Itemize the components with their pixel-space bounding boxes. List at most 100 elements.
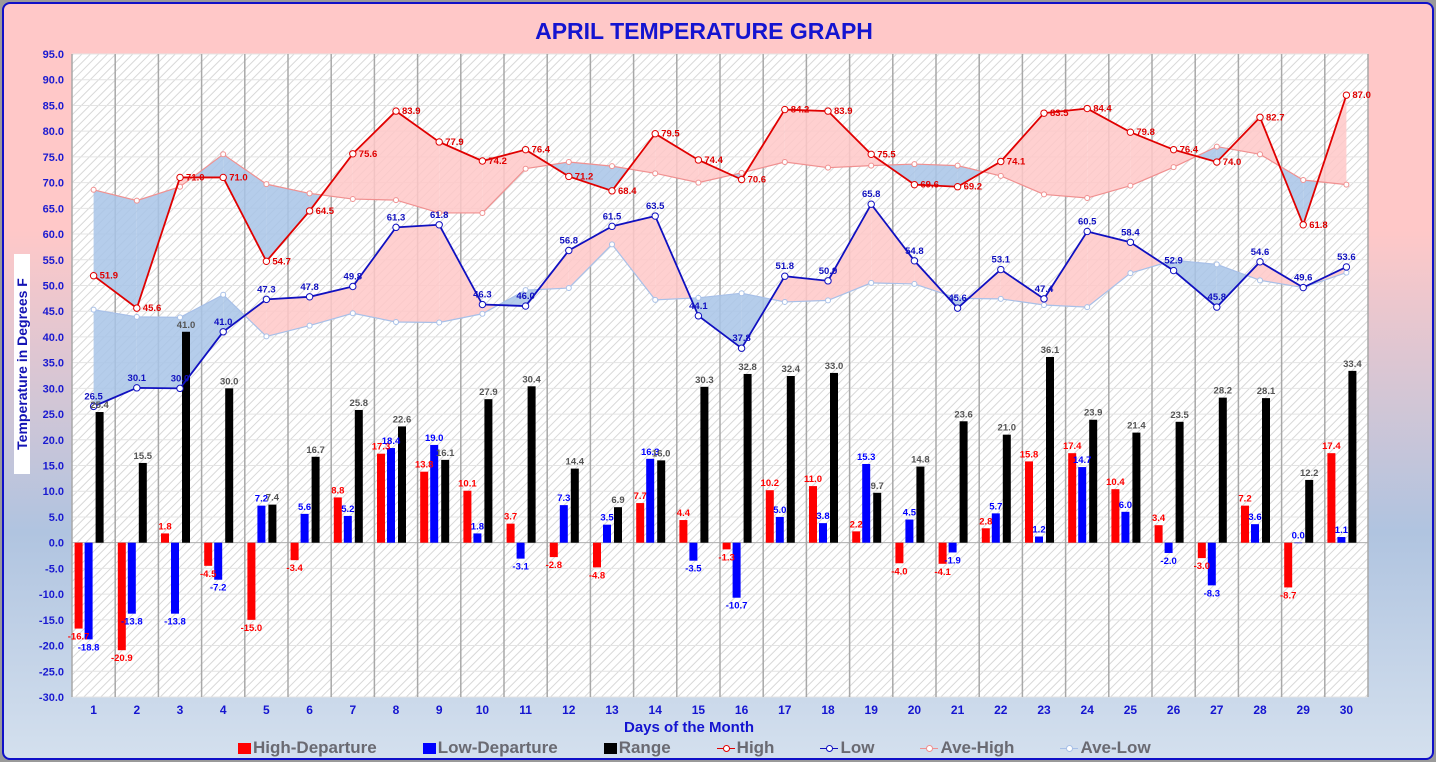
high-departure-data-label: -4.5 <box>200 569 217 580</box>
ave-high-point <box>1213 143 1220 150</box>
legend-label: High <box>736 738 775 757</box>
low-vs-average-fill <box>180 294 224 389</box>
high-point <box>608 187 616 195</box>
high-vs-average-fill <box>1044 108 1088 199</box>
x-tick-label: 20 <box>908 703 922 717</box>
ave-high-point <box>90 186 97 193</box>
y-tick-label: 20.0 <box>43 435 64 447</box>
high-point <box>1126 128 1135 136</box>
low-departure-bar <box>1294 542 1303 544</box>
low-departure-data-label: 5.6 <box>298 502 311 513</box>
range-bar <box>830 372 838 543</box>
low-departure-bar <box>1251 524 1259 543</box>
low-vs-average-fill <box>1000 269 1044 306</box>
legend-swatch <box>716 743 735 754</box>
low-data-label: 37.8 <box>732 333 751 344</box>
high-point <box>349 150 357 158</box>
high-data-label: 74.0 <box>1223 157 1242 168</box>
range-bar <box>441 459 450 543</box>
low-departure-data-label: 15.3 <box>857 452 876 463</box>
legend-swatch <box>603 742 617 754</box>
low-departure-data-label: 1.2 <box>1032 525 1045 536</box>
low-data-label: 45.8 <box>1208 292 1227 303</box>
x-tick-label: 1 <box>90 703 97 717</box>
ave-low-point <box>349 310 356 317</box>
x-axis-label: Days of the Month <box>624 719 754 736</box>
high-point <box>1040 109 1048 117</box>
ave-low-point <box>263 333 270 340</box>
x-tick-label: 23 <box>1037 703 1051 717</box>
high-departure-bar <box>1068 453 1077 543</box>
high-data-label: 71.0 <box>186 172 205 183</box>
high-departure-bar <box>1241 505 1249 543</box>
x-tick-label: 11 <box>519 703 532 717</box>
high-point <box>1342 91 1351 99</box>
x-tick-label: 14 <box>649 703 663 717</box>
legend: High-Departure Low-Departure Range High Low A… <box>238 738 1238 758</box>
high-departure-data-label: 17.3 <box>372 442 391 453</box>
range-data-label: 25.8 <box>350 398 369 409</box>
y-tick-label: 45.0 <box>43 306 64 318</box>
high-vs-average-fill <box>352 111 396 201</box>
low-point <box>176 384 184 393</box>
x-tick-label: 27 <box>1210 703 1224 717</box>
high-departure-data-label: 10.4 <box>1106 477 1125 488</box>
low-point <box>694 312 703 320</box>
range-bar <box>700 386 709 543</box>
high-departure-data-label: -4.1 <box>934 567 951 578</box>
high-departure-bar <box>1154 525 1163 543</box>
high-vs-average-fill <box>1229 117 1260 155</box>
y-tick-label: 0.0 <box>49 538 64 550</box>
high-departure-bar <box>809 486 817 543</box>
low-departure-bar <box>1035 536 1043 543</box>
y-tick-label: 40.0 <box>43 332 64 344</box>
low-data-label: 47.3 <box>257 284 276 295</box>
low-data-label: 58.4 <box>1121 227 1140 238</box>
low-vs-average-fill <box>244 299 267 337</box>
low-departure-data-label: -3.1 <box>512 562 529 573</box>
y-tick-label: 35.0 <box>43 358 64 370</box>
high-point <box>910 180 919 189</box>
ave-low-point <box>565 285 572 292</box>
ave-high-point <box>220 151 227 158</box>
y-tick-label: 25.0 <box>43 409 64 421</box>
low-data-label: 50.9 <box>819 266 838 277</box>
range-data-label: 28.2 <box>1214 386 1233 397</box>
high-departure-data-label: -1.3 <box>718 552 734 563</box>
ave-low-point <box>479 310 486 317</box>
high-point <box>392 107 400 115</box>
low-departure-bar <box>862 463 871 543</box>
high-departure-bar <box>290 542 299 561</box>
low-data-label: 46.3 <box>473 290 492 301</box>
low-point <box>608 222 616 231</box>
x-tick-label: 8 <box>393 703 400 717</box>
low-data-label: 52.9 <box>1164 256 1183 267</box>
x-tick-label: 28 <box>1253 703 1267 717</box>
low-departure-data-label: -2.0 <box>1160 556 1176 567</box>
low-departure-data-label: 1.1 <box>1335 525 1349 536</box>
ave-low-point <box>436 319 443 326</box>
y-tick-label: -5.0 <box>45 563 64 575</box>
low-departure-data-label: -8.3 <box>1204 588 1220 599</box>
low-point <box>1126 238 1135 246</box>
ave-low-point <box>1343 269 1350 276</box>
range-data-label: 16.1 <box>436 448 455 459</box>
low-departure-bar <box>343 515 352 543</box>
ave-low-point <box>609 241 615 248</box>
high-vs-average-fill <box>828 111 872 168</box>
ave-high-point <box>1257 151 1263 158</box>
range-data-label: 28.1 <box>1257 386 1276 397</box>
high-data-label: 74.1 <box>1007 157 1026 168</box>
low-departure-bar <box>430 444 439 543</box>
low-departure-data-label: -18.8 <box>78 642 100 653</box>
y-tick-label: 80.0 <box>43 126 64 138</box>
x-tick-label: 21 <box>951 703 965 717</box>
high-departure-bar <box>117 542 126 651</box>
ave-high-point <box>1041 191 1047 198</box>
high-departure-data-label: 17.4 <box>1322 441 1341 452</box>
low-point <box>521 302 530 310</box>
high-data-label: 70.6 <box>748 175 767 186</box>
ave-low-point <box>306 322 313 329</box>
x-tick-label: 24 <box>1081 703 1095 717</box>
ave-low-point <box>220 291 227 298</box>
